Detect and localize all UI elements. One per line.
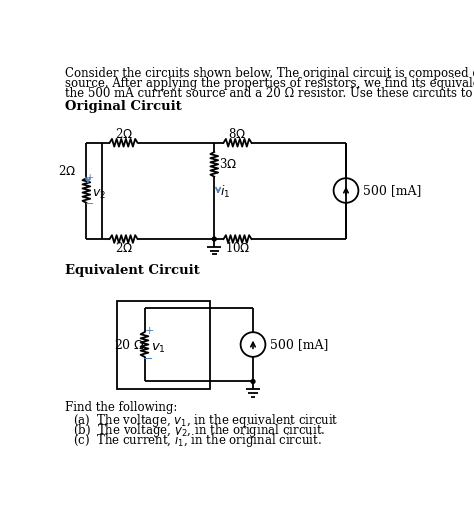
Text: +: + <box>145 326 154 335</box>
Circle shape <box>212 237 216 241</box>
Bar <box>118 301 210 389</box>
Text: the 500 mA current source and a 20 Ω resistor. Use these circuits to address pro: the 500 mA current source and a 20 Ω res… <box>64 87 474 100</box>
Text: source. After applying the properties of resistors, we find its equivalent circu: source. After applying the properties of… <box>64 76 474 90</box>
Text: $v_1$: $v_1$ <box>151 342 165 355</box>
Text: 2$\Omega$: 2$\Omega$ <box>58 164 76 178</box>
Text: 500 [mA]: 500 [mA] <box>270 338 328 351</box>
Text: Original Circuit: Original Circuit <box>64 101 182 114</box>
Text: 2$\Omega$: 2$\Omega$ <box>115 126 133 140</box>
Text: Equivalent Circuit: Equivalent Circuit <box>64 264 200 278</box>
Text: 2$\Omega$: 2$\Omega$ <box>115 241 133 255</box>
Text: Consider the circuits shown below. The original circuit is composed of six resis: Consider the circuits shown below. The o… <box>64 67 474 79</box>
Text: 10$\Omega$: 10$\Omega$ <box>225 241 250 255</box>
Text: 3$\Omega$: 3$\Omega$ <box>219 157 237 171</box>
Text: $i_1$: $i_1$ <box>220 184 231 200</box>
Text: −: − <box>143 353 154 366</box>
Text: 500 [mA]: 500 [mA] <box>363 184 421 197</box>
Text: +: + <box>86 173 94 182</box>
Text: (c)  The current, $i_1$, in the original circuit.: (c) The current, $i_1$, in the original … <box>73 432 322 449</box>
Text: 20 $\Omega$: 20 $\Omega$ <box>113 337 145 351</box>
Text: Find the following:: Find the following: <box>64 401 177 414</box>
Circle shape <box>251 380 255 383</box>
Text: (b)  The voltage, $v_2$, in the original circuit.: (b) The voltage, $v_2$, in the original … <box>73 422 326 439</box>
Text: 8$\Omega$: 8$\Omega$ <box>228 126 246 140</box>
Text: −: − <box>85 199 94 209</box>
Text: (a)  The voltage, $v_1$, in the equivalent circuit: (a) The voltage, $v_1$, in the equivalen… <box>73 412 339 429</box>
Text: $v_2$: $v_2$ <box>92 188 106 201</box>
